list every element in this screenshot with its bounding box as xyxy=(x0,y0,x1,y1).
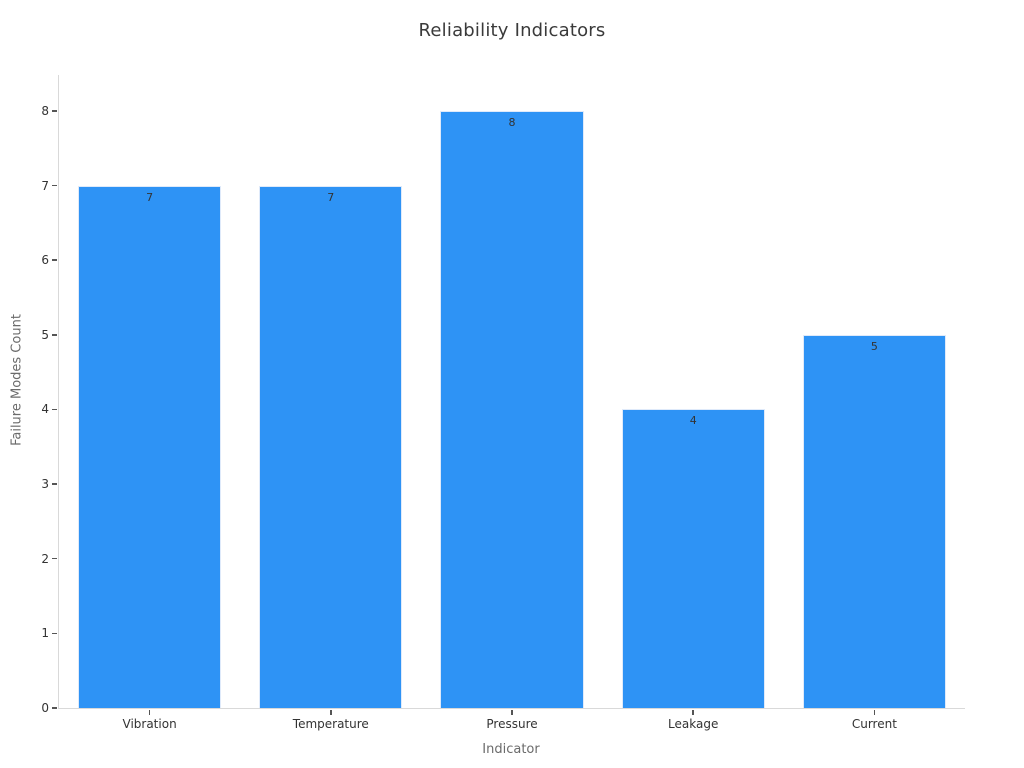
y-tick-mark-3 xyxy=(52,483,57,485)
x-tick-label-pressure: Pressure xyxy=(486,717,538,731)
bar-temperature: 7 xyxy=(259,185,403,708)
y-tick-label-7: 7 xyxy=(41,178,49,193)
plot-area: 0 1 2 3 4 5 6 7 8 7 7 8 4 5 Vibration Temperature Pres… xyxy=(41,75,965,731)
x-tick-label-current: Current xyxy=(851,717,897,731)
y-tick-label-2: 2 xyxy=(41,551,49,566)
y-tick-label-0: 0 xyxy=(41,701,49,715)
chart-title: Reliability Indicators xyxy=(418,20,606,41)
bar-value-label-temperature: 7 xyxy=(327,190,335,204)
y-tick-mark-5 xyxy=(52,334,57,336)
bar-value-label-leakage: 4 xyxy=(689,414,697,428)
y-tick-mark-2 xyxy=(52,557,57,560)
bar-current: 5 xyxy=(802,334,946,708)
bar-value-label-vibration: 7 xyxy=(146,190,154,204)
x-tick-label-vibration: Vibration xyxy=(122,717,177,731)
bar-value-label-pressure: 8 xyxy=(508,115,516,129)
y-tick-label-6: 6 xyxy=(41,253,49,268)
y-tick-mark-6 xyxy=(52,259,57,261)
y-tick-mark-0 xyxy=(52,707,57,709)
bar-vibration: 7 xyxy=(78,185,222,708)
y-tick-label-1: 1 xyxy=(41,626,49,641)
x-tick-label-leakage: Leakage xyxy=(668,717,719,731)
bar-pressure: 8 xyxy=(440,110,584,708)
x-axis-label: Indicator xyxy=(482,742,540,757)
x-tick-mark-temperature xyxy=(330,709,332,715)
y-tick-label-8: 8 xyxy=(41,103,49,118)
x-tick-mark-pressure xyxy=(511,709,513,715)
y-tick-mark-4 xyxy=(52,408,57,411)
bar-value-label-current: 5 xyxy=(870,339,878,353)
y-tick-label-5: 5 xyxy=(41,327,49,342)
x-tick-mark-current xyxy=(873,709,876,715)
y-tick-label-3: 3 xyxy=(41,477,49,492)
bar-leakage: 4 xyxy=(621,409,765,708)
x-tick-mark-vibration xyxy=(148,709,151,715)
x-tick-label-temperature: Temperature xyxy=(292,717,369,731)
y-tick-mark-1 xyxy=(52,632,57,635)
x-tick-mark-leakage xyxy=(692,709,694,715)
y-tick-mark-7 xyxy=(52,184,57,187)
y-tick-label-4: 4 xyxy=(41,402,49,417)
y-tick-mark-8 xyxy=(52,110,57,112)
